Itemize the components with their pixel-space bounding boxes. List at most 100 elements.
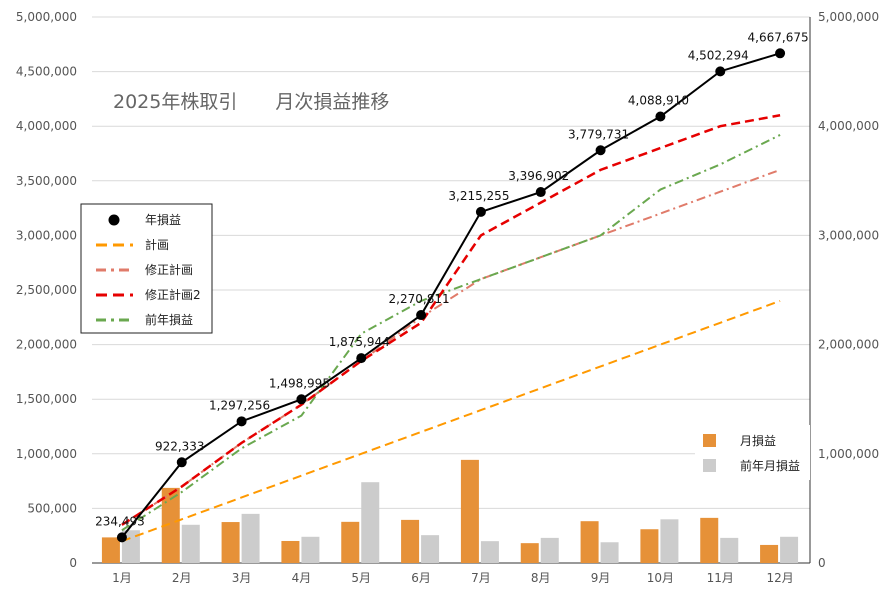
bar-monthly-pnl: [341, 521, 360, 563]
annual-pnl-data-label: 3,215,255: [448, 189, 509, 203]
annual-pnl-data-label: 4,667,675: [748, 30, 809, 44]
legend-bar-swatch: [703, 459, 716, 472]
chart-title: 2025年株取引 月次損益推移: [113, 91, 389, 113]
line-prev-year-pnl: [121, 134, 781, 532]
right-tick-label: 4,000,000: [818, 119, 879, 133]
left-tick-label: 2,500,000: [16, 283, 77, 297]
right-tick-label: 3,000,000: [818, 228, 879, 242]
category-label: 8月: [531, 571, 551, 585]
legend-label: 計画: [145, 237, 169, 252]
category-label: 1月: [112, 571, 132, 585]
annual-pnl-data-label: 4,502,294: [688, 48, 749, 62]
line-plan: [121, 299, 781, 543]
annual-pnl-point: [116, 532, 127, 543]
annual-pnl-point: [775, 48, 786, 59]
category-label: 10月: [647, 571, 674, 585]
legend-bar-label: 月損益: [740, 433, 776, 448]
category-label: 6月: [411, 571, 431, 585]
legend-marker-annual-pnl: [108, 214, 120, 226]
legend-bar-label: 前年月損益: [740, 458, 800, 473]
right-tick-label: 2,000,000: [818, 338, 879, 352]
line-revised-plan-2: [121, 114, 781, 526]
bar-prev-year-monthly-pnl: [361, 482, 380, 563]
annual-pnl-data-label: 2,270,811: [389, 292, 450, 306]
line-revised-plan: [121, 168, 781, 526]
bar-monthly-pnl: [221, 522, 240, 563]
annual-pnl-data-label: 234,493: [95, 514, 145, 528]
right-tick-label: 1,000,000: [818, 447, 879, 461]
bar-series-layer: [101, 459, 799, 563]
category-label: 11月: [707, 571, 734, 585]
category-label: 3月: [232, 571, 252, 585]
annual-pnl-data-label: 3,396,902: [508, 169, 569, 183]
left-tick-label: 3,500,000: [16, 174, 77, 188]
category-label: 7月: [471, 571, 491, 585]
legend-label: 前年損益: [145, 312, 193, 327]
bar-monthly-pnl: [460, 459, 479, 563]
left-axis-ticks: 0 500,000 1,000,000 1,500,000 2,000,000 2,500…: [16, 10, 77, 570]
bar-monthly-pnl: [161, 487, 180, 563]
line-series-layer: [116, 48, 786, 543]
annual-pnl-data-label: 922,333: [155, 439, 205, 453]
annual-pnl-point: [296, 394, 307, 405]
bar-prev-year-monthly-pnl: [720, 537, 739, 563]
category-label: 4月: [292, 571, 312, 585]
left-tick-label: 500,000: [27, 501, 77, 515]
annual-pnl-point: [356, 353, 367, 364]
bar-prev-year-monthly-pnl: [181, 524, 200, 563]
annual-pnl-data-label: 1,297,256: [209, 398, 270, 412]
annual-pnl-point: [475, 206, 486, 217]
left-tick-label: 4,500,000: [16, 65, 77, 79]
legend-label: 修正計画2: [145, 287, 201, 302]
annual-pnl-point: [416, 310, 427, 321]
bar-prev-year-monthly-pnl: [241, 513, 260, 563]
annual-pnl-data-label: 3,779,731: [568, 127, 629, 141]
annual-pnl-point: [236, 416, 247, 427]
legend-bar-swatch: [703, 434, 716, 447]
bar-monthly-pnl: [401, 519, 420, 563]
annual-pnl-point: [715, 66, 726, 77]
category-label: 12月: [766, 571, 793, 585]
bar-prev-year-monthly-pnl: [780, 536, 799, 563]
legend-label: 年損益: [145, 212, 181, 227]
right-tick-label: 0: [818, 556, 826, 570]
bar-monthly-pnl: [580, 521, 599, 563]
annual-pnl-point: [595, 145, 606, 156]
annual-pnl-point: [655, 111, 666, 122]
bar-prev-year-monthly-pnl: [301, 536, 320, 563]
category-label: 2月: [172, 571, 192, 585]
bar-prev-year-monthly-pnl: [660, 519, 679, 563]
bar-monthly-pnl: [101, 537, 120, 563]
bar-prev-year-monthly-pnl: [540, 537, 559, 563]
left-tick-label: 1,500,000: [16, 392, 77, 406]
annual-pnl-point: [535, 187, 546, 198]
line-annual-pnl: [121, 52, 781, 539]
legend-label: 修正計画: [145, 262, 193, 277]
bar-monthly-pnl: [760, 544, 779, 563]
left-tick-label: 0: [69, 556, 77, 570]
bar-prev-year-monthly-pnl: [421, 535, 440, 563]
left-tick-label: 2,000,000: [16, 338, 77, 352]
bar-monthly-pnl: [640, 529, 659, 563]
annual-pnl-data-label: 4,088,910: [628, 93, 689, 107]
right-tick-label: 5,000,000: [818, 10, 879, 24]
category-label: 5月: [351, 571, 371, 585]
bar-prev-year-monthly-pnl: [600, 542, 619, 563]
left-tick-label: 3,000,000: [16, 228, 77, 242]
bar-monthly-pnl: [700, 517, 719, 563]
annual-pnl-point: [176, 457, 187, 468]
bar-monthly-pnl: [281, 540, 300, 563]
data-labels-layer: 234,493 922,333 1,297,256 1,498,995 1,875,94…: [95, 30, 809, 528]
right-axis-ticks: 0 1,000,000 2,000,000 3,000,000 4,000,000 5,0…: [818, 10, 879, 570]
left-tick-label: 1,000,000: [16, 447, 77, 461]
category-label: 9月: [591, 571, 611, 585]
left-tick-label: 5,000,000: [16, 10, 77, 24]
category-axis-labels: 1月 2月 3月 4月 5月 6月 7月 8月 9月 10月 11月 12月: [112, 571, 794, 585]
annual-pnl-data-label: 1,875,944: [329, 335, 390, 349]
bar-monthly-pnl: [520, 543, 539, 563]
left-tick-label: 4,000,000: [16, 119, 77, 133]
bar-prev-year-monthly-pnl: [480, 541, 499, 563]
